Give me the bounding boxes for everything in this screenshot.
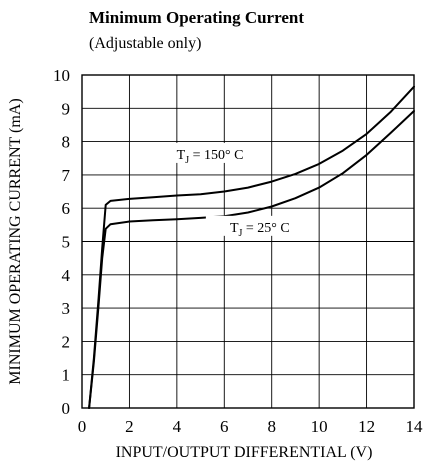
chart-subtitle: (Adjustable only)	[89, 35, 202, 52]
series-label-bg	[156, 142, 265, 163]
y-tick-label: 6	[62, 199, 71, 218]
x-tick-label: 10	[311, 417, 328, 436]
x-tick-label: 0	[78, 417, 87, 436]
y-tick-label: 4	[62, 266, 71, 285]
x-tick-labels: 0 2 4 6 8 10 12 14	[78, 417, 423, 436]
series-label-main: T	[230, 221, 239, 236]
y-tick-labels: 0 1 2 3 4 5 6 7 8 9 10	[53, 66, 71, 418]
series-label-rest: = 25° C	[242, 221, 289, 236]
y-tick-label: 0	[62, 399, 71, 418]
x-tick-label: 2	[125, 417, 134, 436]
grid-lines	[81, 74, 415, 409]
x-tick-label: 6	[220, 417, 229, 436]
x-tick-label: 12	[358, 417, 375, 436]
series-line-0	[88, 85, 415, 409]
y-axis-label: MINIMUM OPERATING CURRENT (mA)	[7, 98, 24, 384]
y-tick-label: 1	[62, 366, 71, 385]
x-tick-label: 8	[267, 417, 276, 436]
y-tick-label: 2	[62, 332, 71, 351]
series-label-main: T	[177, 148, 186, 163]
y-tick-label: 5	[62, 233, 71, 252]
series-label-sub: J	[185, 155, 189, 166]
y-tick-label: 7	[62, 166, 71, 185]
chart-title: Minimum Operating Current	[89, 8, 305, 27]
x-tick-label: 14	[406, 417, 424, 436]
y-tick-label: 8	[62, 133, 71, 152]
x-tick-label: 4	[173, 417, 182, 436]
series-labels: TJ = 150° CTJ = 25° C	[156, 142, 314, 239]
series-label-sub: J	[239, 228, 243, 239]
series-label-0: TJ = 150° C	[177, 148, 244, 166]
y-tick-label: 3	[62, 299, 71, 318]
series-lines	[88, 85, 415, 409]
y-tick-label: 10	[53, 66, 70, 85]
series-label-rest: = 150° C	[189, 148, 243, 163]
plot-frame	[81, 74, 415, 409]
series-label-1: TJ = 25° C	[230, 221, 290, 239]
series-line-1	[88, 110, 415, 409]
y-tick-label: 9	[62, 99, 71, 118]
series-label-bg	[205, 215, 314, 236]
x-axis-label: INPUT/OUTPUT DIFFERENTIAL (V)	[116, 444, 373, 461]
